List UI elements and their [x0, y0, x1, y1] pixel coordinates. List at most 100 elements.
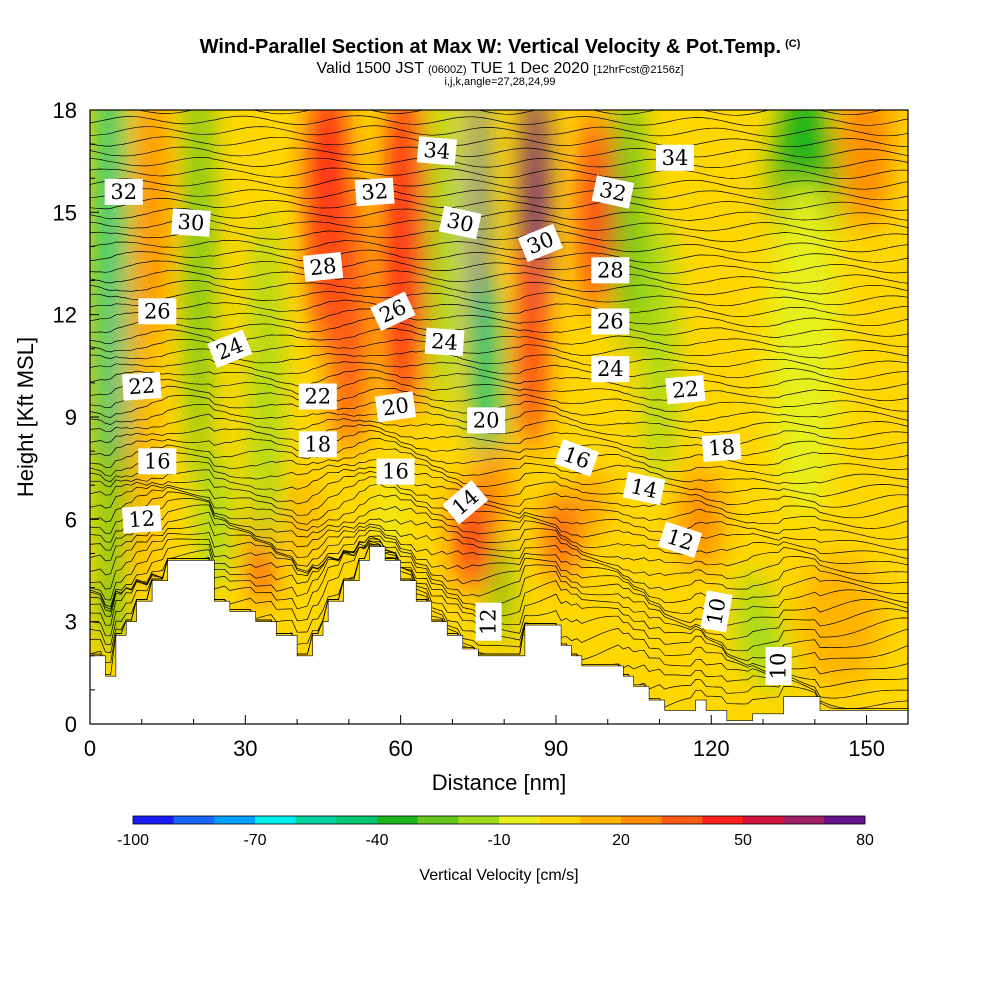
contour-label-text: 32	[597, 177, 628, 206]
contour-label-text: 24	[597, 357, 624, 381]
contour-label: 12	[121, 505, 162, 534]
contour-label-box	[700, 590, 733, 633]
isentrope-line	[90, 541, 908, 626]
isentrope-line	[90, 308, 908, 328]
isentrope-line	[90, 299, 908, 317]
isentrope-line	[90, 177, 908, 190]
contour-label-text: 22	[128, 373, 156, 399]
colorbar-segment	[336, 816, 378, 824]
velocity-cell-2	[97, 451, 124, 588]
colorbar: -100 -70 -40 -10 20 50 80	[117, 815, 874, 849]
isentrope-line	[90, 498, 908, 560]
contour-label-box	[376, 458, 415, 485]
isentrope-line	[90, 438, 908, 477]
contour-label-box	[517, 223, 563, 263]
velocity-cell-8	[250, 212, 282, 554]
colorbar-segment	[214, 816, 256, 824]
contour-label-text: 10	[767, 653, 791, 680]
contour-label-text: 18	[707, 435, 735, 461]
isentrope-line	[90, 269, 908, 285]
velocity-cell-10	[328, 178, 370, 452]
contour-label-box	[416, 136, 457, 166]
isentrope-line	[90, 504, 908, 567]
isentrope-line	[90, 280, 908, 296]
contour-label-text: 22	[304, 385, 331, 409]
contour-label-text: 10	[702, 596, 730, 626]
isentrope-line	[90, 218, 908, 232]
colorbar-segment	[743, 816, 784, 824]
contour-label-box	[121, 372, 162, 401]
isentrope-line	[90, 476, 908, 529]
isentrope-line	[90, 228, 908, 243]
contour-label-text: 28	[597, 258, 624, 282]
contour-label: 10	[700, 590, 733, 633]
contour-label-text: 16	[382, 460, 409, 484]
contour-label-box	[302, 251, 344, 282]
contour-label: 22	[298, 383, 337, 410]
contour-label: 26	[591, 308, 630, 335]
contour-label: 16	[376, 458, 415, 485]
isentrope-line	[90, 125, 908, 137]
velocity-cell-26	[644, 212, 675, 486]
contour-label-text: 34	[423, 138, 452, 164]
isentrope-line	[90, 530, 908, 604]
contour-label-text: 22	[671, 377, 700, 403]
colorbar-segment	[783, 816, 825, 824]
contour-label-box	[467, 407, 506, 434]
contour-label-text: 26	[144, 299, 171, 323]
chart-subtitle: Valid 1500 JST (0600Z) TUE 1 Dec 2020 [1…	[0, 60, 1000, 78]
velocity-cell-31	[768, 178, 841, 520]
contour-label: 24	[424, 327, 465, 357]
isentrope-line	[90, 368, 908, 391]
isentrope-line	[90, 466, 908, 508]
contour-label-box	[701, 433, 742, 462]
contour-label-box	[138, 448, 177, 475]
colorbar-tick-label: 80	[856, 832, 874, 849]
plot-frame	[89, 109, 909, 725]
contour-label-box	[438, 205, 482, 240]
contour-label: 18	[701, 433, 742, 462]
contour-label-text: 30	[177, 210, 205, 236]
isentrope-line	[90, 424, 908, 456]
contour-label-box	[374, 391, 417, 423]
contour-label-text: 32	[361, 179, 389, 205]
isentrope-line	[90, 317, 908, 338]
isentrope-line	[90, 240, 908, 253]
colorbar-segment	[580, 816, 622, 824]
velocity-cell-6	[136, 110, 168, 349]
isentrope-line	[137, 110, 884, 116]
colorbar-segment	[255, 816, 296, 824]
contour-label-box	[207, 329, 253, 368]
contour-label-box	[138, 298, 177, 325]
y-tick-label: 6	[65, 507, 77, 532]
isentrope-line	[90, 135, 908, 148]
colorbar-tick-label: 20	[612, 832, 630, 849]
colorbar-segment	[499, 816, 540, 824]
velocity-cell-33	[799, 553, 883, 690]
y-tick-label: 18	[53, 98, 77, 123]
contour-label-text: 12	[477, 608, 501, 635]
isentrope-line	[90, 249, 908, 264]
isentrope-line	[90, 377, 908, 402]
contour-label-text: 28	[308, 254, 337, 281]
contour-label-text: 14	[628, 474, 659, 503]
contour-label: 34	[416, 136, 457, 166]
contour-label: 26	[138, 298, 177, 325]
colorbar-tick-label: -10	[487, 832, 510, 849]
colorbar-segment	[417, 816, 459, 824]
contour-label-box	[370, 291, 416, 332]
colorbar-tick-label: -70	[243, 832, 266, 849]
velocity-cell-4	[198, 451, 230, 588]
y-tick-label: 3	[65, 610, 77, 635]
colorbar-tick-label: -40	[365, 832, 388, 849]
velocity-cell-21	[517, 246, 543, 452]
contour-label: 32	[591, 175, 635, 209]
subtitle-date: TUE 1 Dec 2020	[470, 60, 589, 77]
velocity-cell-3	[185, 110, 212, 486]
contour-label: 20	[467, 407, 506, 434]
isentrope-line	[90, 290, 908, 307]
contour-label-text: 32	[110, 180, 137, 204]
contour-label-text: 30	[445, 208, 476, 237]
colorbar-segment	[661, 816, 703, 824]
colorbar-segment	[377, 816, 418, 824]
